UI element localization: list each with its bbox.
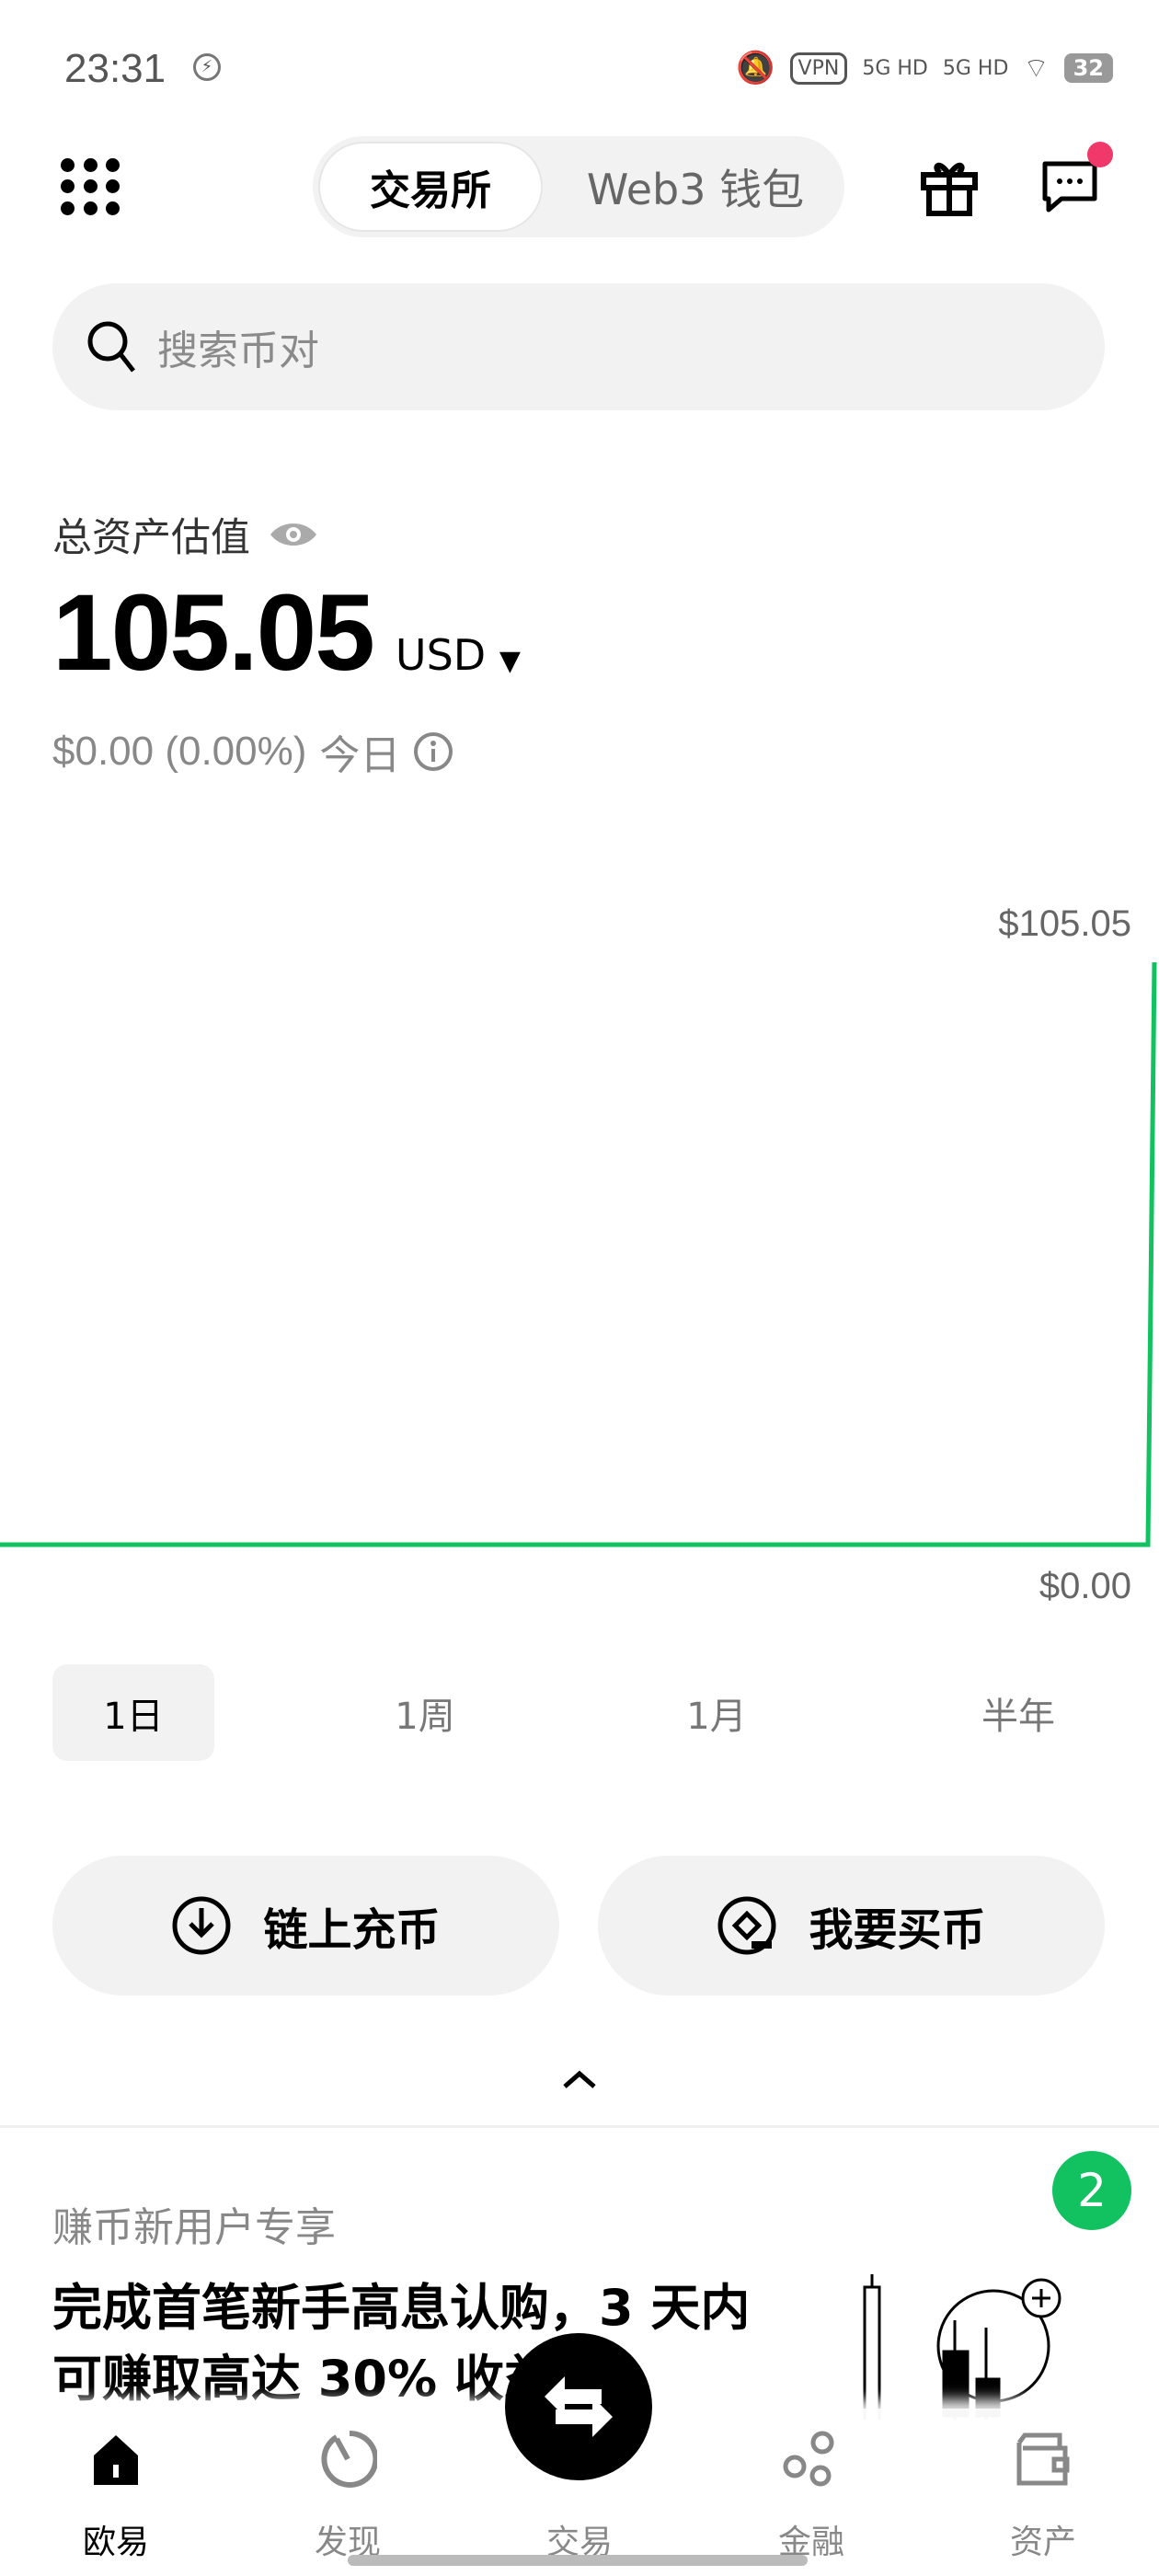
collapse-chevron-icon[interactable] bbox=[561, 2068, 598, 2090]
currency-label: USD bbox=[395, 630, 487, 680]
nav-assets-label: 资产 bbox=[1009, 2524, 1076, 2561]
change-period: 今日 bbox=[319, 733, 401, 778]
swap-icon bbox=[545, 2376, 613, 2437]
assets-label-text: 总资产估值 bbox=[52, 515, 250, 561]
finance-icon bbox=[783, 2431, 834, 2487]
tab-web3-wallet[interactable]: Web3 钱包 bbox=[586, 165, 805, 214]
range-tabs: 1日 1周 1月 半年 bbox=[52, 1664, 1107, 1761]
menu-grid-icon[interactable] bbox=[61, 158, 121, 215]
assets-amount: 105.05 bbox=[52, 572, 375, 694]
eye-icon[interactable] bbox=[269, 520, 318, 549]
caret-down-icon: ▼ bbox=[499, 645, 521, 677]
trade-fab[interactable] bbox=[505, 2333, 652, 2480]
notification-dot bbox=[1087, 142, 1113, 167]
deposit-label: 链上充币 bbox=[263, 1904, 441, 1956]
tab-exchange[interactable]: 交易所 bbox=[318, 142, 543, 232]
buy-label: 我要买币 bbox=[809, 1904, 986, 1956]
buy-coin-icon bbox=[717, 1896, 776, 1955]
range-1m[interactable]: 1月 bbox=[686, 1695, 747, 1738]
home-icon bbox=[94, 2435, 138, 2485]
gift-icon[interactable] bbox=[920, 155, 979, 217]
search-placeholder: 搜索币对 bbox=[157, 328, 319, 374]
info-icon[interactable] bbox=[413, 731, 453, 772]
promo-count-badge: 2 bbox=[1052, 2151, 1131, 2230]
change-value: $0.00 (0.00%) bbox=[52, 729, 307, 774]
promo-title: 赚币新用户专享 bbox=[52, 2204, 336, 2251]
chat-icon bbox=[1042, 161, 1097, 213]
messages-button[interactable] bbox=[1039, 142, 1113, 219]
chart-max-label: $105.05 bbox=[998, 903, 1131, 944]
download-icon bbox=[172, 1896, 231, 1955]
asset-line bbox=[0, 961, 1157, 1547]
search-icon bbox=[87, 321, 135, 373]
nav-discover[interactable]: 发现 bbox=[274, 2409, 421, 2563]
battery-icon: 32 bbox=[1063, 53, 1113, 83]
total-assets-value: 105.05 USD ▼ bbox=[52, 570, 521, 696]
buy-crypto-button[interactable]: 我要买币 bbox=[598, 1856, 1105, 1995]
nav-home-label: 欧易 bbox=[82, 2524, 149, 2561]
signal-1: 5G HD bbox=[862, 56, 928, 80]
status-time: 23:31 bbox=[64, 46, 166, 91]
deposit-button[interactable]: 链上充币 bbox=[52, 1856, 559, 1995]
nav-home[interactable]: 欧易 bbox=[42, 2409, 189, 2563]
divider bbox=[0, 2125, 1159, 2128]
search-input[interactable]: 搜索币对 bbox=[52, 283, 1105, 410]
range-1w[interactable]: 1周 bbox=[395, 1695, 455, 1738]
vpn-badge: VPN bbox=[789, 52, 848, 85]
asset-chart bbox=[0, 961, 1157, 1547]
range-1d[interactable]: 1日 bbox=[52, 1664, 214, 1761]
nav-finance[interactable]: 金融 bbox=[738, 2409, 885, 2563]
promo-headline[interactable]: 完成首笔新手高息认购，3 天内可赚取高达 30% 收益 bbox=[52, 2279, 751, 2408]
status-bar: 23:31 ⚡ 🔕 VPN 5G HD 5G HD ⌔ 32 bbox=[64, 46, 1113, 98]
nav-assets[interactable]: 资产 bbox=[970, 2409, 1117, 2563]
candlestick-illustration bbox=[863, 2274, 1061, 2420]
charging-icon: ⚡ bbox=[193, 53, 221, 81]
mute-icon: 🔕 bbox=[736, 50, 775, 86]
signal-2: 5G HD bbox=[942, 56, 1009, 80]
currency-selector[interactable]: USD ▼ bbox=[396, 630, 521, 680]
home-indicator[interactable] bbox=[348, 2555, 808, 2566]
chart-min-label: $0.00 bbox=[1039, 1566, 1131, 1606]
wifi-icon: ⌔ bbox=[1023, 52, 1050, 85]
daily-change: $0.00 (0.00%) 今日 bbox=[52, 722, 453, 781]
wallet-icon bbox=[1016, 2432, 1070, 2486]
discover-icon bbox=[321, 2430, 377, 2488]
range-6m[interactable]: 半年 bbox=[981, 1695, 1055, 1738]
total-assets-label: 总资产估值 bbox=[52, 506, 318, 563]
mode-switch[interactable]: 交易所 Web3 钱包 bbox=[313, 136, 844, 237]
